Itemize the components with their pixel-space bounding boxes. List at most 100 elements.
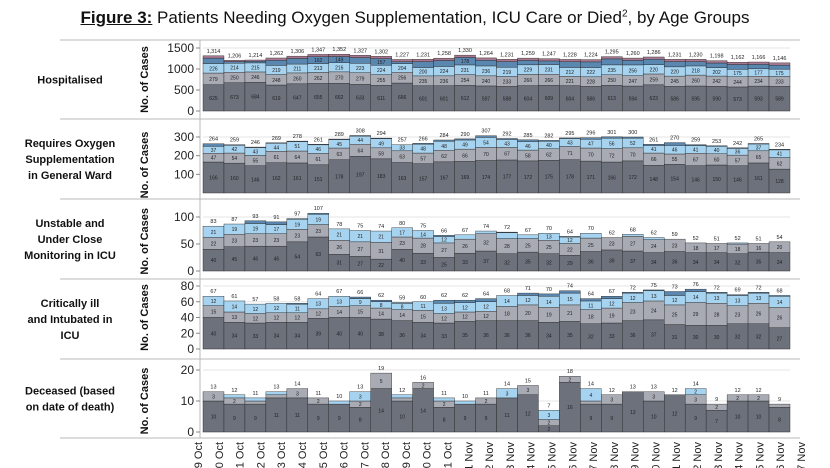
segment-value-label: 160 [230, 176, 239, 182]
segment-value-label: 224 [377, 68, 386, 74]
bar-stack: 34 18 52 [684, 236, 707, 272]
bar-segment-series-4 [768, 149, 791, 151]
segment-value-label: 12 [525, 411, 531, 417]
bar-total-label: 80 [399, 221, 405, 227]
segment-value-label: 266 [545, 78, 554, 84]
segment-value-label: 213 [314, 66, 323, 72]
bar-total-label: 58 [273, 296, 279, 302]
bar-stack: 619 248 219 1,262 [265, 51, 288, 112]
bar-total-label: 78 [336, 222, 342, 228]
segment-value-label: 8 [380, 303, 383, 309]
bar-stack: 33 12 13 62 [433, 293, 455, 350]
bar-stack: 22 31 21 74 [370, 224, 392, 272]
figure-title-suffix: , by Age Groups [627, 8, 750, 27]
bar-total-label: 70 [546, 226, 552, 232]
segment-value-label: 221 [566, 79, 575, 85]
segment-value-label: 34 [546, 334, 552, 340]
bar-total-label: 72 [755, 285, 761, 291]
bar-total-label: 13 [630, 385, 636, 391]
segment-value-label: 2 [736, 396, 739, 402]
segment-value-label: 3 [652, 394, 655, 400]
bar-segment-series-4 [265, 142, 288, 144]
segment-value-label: 183 [377, 174, 386, 180]
segment-value-label: 242 [712, 79, 721, 85]
segment-value-label: 12 [253, 316, 259, 322]
bar-segment-series-5 [244, 59, 267, 62]
segment-value-label: 202 [712, 70, 721, 76]
bar-stack: 63 23 19 107 [307, 206, 329, 272]
segment-value-label: 10 [399, 415, 405, 421]
bar-total-label: 74 [567, 284, 573, 290]
bar-stack: 171 70 47 296 [580, 131, 602, 194]
segment-value-label: 248 [272, 78, 281, 84]
bar-total-label: 295 [565, 131, 574, 137]
y-tick-label: 0 [187, 264, 194, 278]
segment-value-label: 171 [587, 175, 596, 181]
segment-value-label: 27 [357, 262, 363, 268]
segment-value-label: 260 [293, 76, 302, 82]
segment-value-label: 43 [253, 149, 259, 155]
segment-value-label: 37 [483, 259, 489, 265]
segment-value-label: 66 [651, 157, 657, 163]
panel-1: Hospitalised No. of Cases 0 500 1000 1500 625 2… [37, 41, 791, 118]
bar-segment-series-3 [475, 230, 497, 234]
bar-total-label: 1,162 [731, 55, 745, 61]
bar-stack: 36 12 12 64 [475, 292, 497, 350]
segment-value-label: 601 [419, 96, 428, 102]
segment-value-label: 34 [651, 260, 657, 266]
panel-5: Deceased (based on date of death) No. of C… [25, 363, 808, 468]
bar-segment-series-2 [265, 394, 288, 399]
segment-value-label: 26 [462, 244, 468, 250]
segment-value-label: 12 [525, 298, 531, 304]
segment-value-label: 157 [419, 176, 428, 182]
segment-value-label: 55 [253, 159, 259, 165]
bar-stack: 9 11 [244, 391, 267, 433]
bar-segment-series-4 [559, 61, 581, 68]
bar-segment-series-5 [538, 58, 560, 62]
bar-segment-series-5 [664, 59, 686, 62]
bar-stack: 10 2 12 [726, 388, 749, 433]
row-label: Hospitalised [37, 75, 102, 87]
segment-value-label: 23 [609, 242, 615, 248]
bar-total-label: 278 [293, 134, 302, 140]
bar-total-label: 13 [357, 385, 363, 391]
segment-value-label: 12 [630, 296, 636, 302]
bar-stack: 163 63 33 257 [391, 138, 413, 194]
bar-segment-series-2 [412, 382, 434, 389]
bar-total-label: 19 [378, 366, 384, 372]
segment-value-label: 220 [671, 69, 680, 75]
bar-stack: 589 233 175 1,146 [768, 56, 791, 112]
segment-value-label: 36 [483, 333, 489, 339]
bar-stack: 146 55 43 246 [244, 140, 267, 194]
segment-value-label: 40 [211, 331, 217, 337]
segment-value-label: 148 [650, 177, 659, 183]
bar-segment-series-4 [244, 220, 267, 224]
bar-stack: 14 5 19 [370, 366, 392, 433]
segment-value-label: 23 [232, 238, 238, 244]
bar-stack: 45 23 19 87 [223, 217, 246, 272]
segment-value-label: 150 [712, 177, 721, 183]
bar-total-label: 71 [525, 286, 531, 292]
y-tick-label: 100 [174, 167, 194, 181]
segment-value-label: 10 [735, 415, 741, 421]
bar-segment-series-2 [768, 241, 791, 253]
bar-total-label: 83 [210, 219, 216, 225]
segment-value-label: 2 [715, 405, 718, 411]
segment-value-label: 14 [693, 295, 699, 301]
bar-stack: 29 22 12 64 [559, 229, 581, 272]
segment-value-label: 19 [316, 217, 322, 223]
bar-stack: 590 242 202 1,198 [705, 54, 728, 112]
segment-value-label: 13 [756, 296, 762, 302]
bar-segment-series-4 [726, 64, 749, 70]
segment-value-label: 30 [714, 335, 720, 341]
bar-stack: 128 62 41 234 [768, 142, 791, 194]
bar-segment-series-4 [202, 143, 225, 147]
bar-segment-series-4 [684, 144, 707, 146]
bar-total-label: 266 [419, 136, 428, 142]
bar-total-label: 13 [210, 385, 216, 391]
segment-value-label: 41 [693, 147, 699, 153]
segment-value-label: 9 [359, 300, 362, 306]
segment-value-label: 52 [630, 141, 636, 147]
bar-segment-series-4 [265, 221, 288, 225]
segment-value-label: 233 [775, 79, 784, 85]
